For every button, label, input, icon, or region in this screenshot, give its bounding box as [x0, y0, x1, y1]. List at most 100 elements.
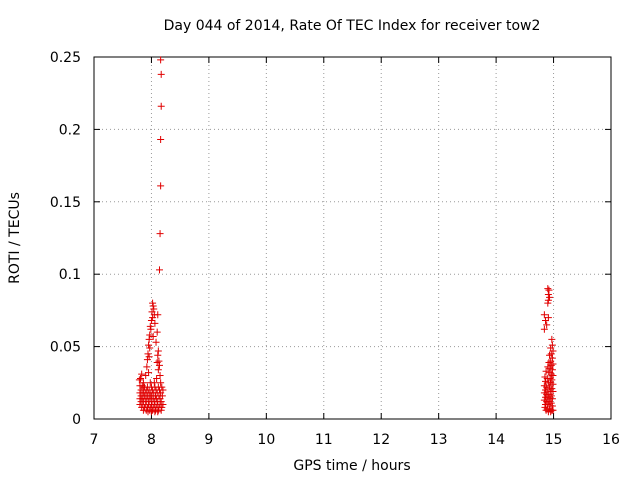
data-point-0-32: [155, 361, 163, 369]
chart-title: Day 044 of 2014, Rate Of TEC Index for r…: [164, 18, 541, 34]
data-point-0-35: [145, 369, 153, 377]
data-point-0-102: [159, 401, 167, 409]
data-point-0-45: [157, 379, 165, 387]
data-point-0-26: [144, 350, 152, 358]
x-tick-label-9: 9: [204, 432, 213, 448]
data-point-0-69: [157, 389, 165, 397]
data-point-0-126: [544, 296, 552, 304]
data-point-0-0: [157, 56, 165, 64]
data-point-0-174: [548, 395, 556, 403]
data-point-0-127: [544, 299, 552, 307]
data-point-0-15: [151, 319, 159, 327]
data-point-0-40: [142, 372, 150, 380]
data-point-0-22: [152, 338, 160, 346]
data-point-0-21: [145, 335, 153, 343]
data-point-0-14: [147, 317, 155, 325]
data-point-0-23: [145, 341, 153, 349]
data-point-0-121: [154, 408, 162, 416]
data-point-0-137: [547, 350, 555, 358]
data-point-0-33: [143, 363, 151, 371]
data-point-0-139: [548, 354, 556, 362]
data-point-0-136: [549, 347, 557, 355]
y-tick-label-4: 0.2: [59, 122, 81, 138]
data-point-0-42: [139, 379, 147, 387]
data-point-0-123: [545, 286, 553, 294]
data-point-0-182: [548, 402, 556, 410]
data-point-0-30: [155, 357, 163, 365]
x-axis-label: GPS time / hours: [293, 458, 410, 474]
data-point-0-16: [146, 322, 154, 330]
data-point-0-117: [157, 406, 165, 414]
x-tick-label-13: 13: [430, 432, 448, 448]
data-point-0-3: [157, 136, 165, 144]
data-point-0-158: [549, 380, 557, 388]
data-point-0-13: [149, 314, 157, 322]
data-point-0-147: [542, 367, 550, 375]
x-tick-label-15: 15: [545, 432, 563, 448]
data-point-0-128: [540, 311, 548, 319]
y-tick-label-5: 0.25: [50, 50, 81, 66]
data-point-0-133: [548, 335, 556, 343]
data-point-0-27: [154, 351, 162, 359]
data-point-0-12: [154, 311, 162, 319]
data-point-0-34: [154, 366, 162, 374]
data-point-0-28: [145, 353, 153, 361]
data-point-0-93: [157, 398, 165, 406]
y-tick-label-1: 0.05: [50, 340, 81, 356]
data-point-0-155: [542, 377, 550, 385]
data-point-0-146: [548, 366, 556, 374]
data-point-0-138: [546, 351, 554, 359]
data-point-0-1: [157, 70, 165, 78]
data-point-0-154: [548, 376, 556, 384]
data-point-0-44: [150, 379, 158, 387]
grid-lines: [94, 57, 611, 419]
data-point-0-17: [147, 325, 155, 333]
x-tick-label-7: 7: [90, 432, 99, 448]
y-axis-label: ROTI / TECUs: [7, 192, 23, 284]
data-point-0-6: [155, 266, 163, 274]
x-tick-label-8: 8: [147, 432, 156, 448]
data-point-0-142: [549, 360, 557, 368]
x-tick-label-12: 12: [372, 432, 390, 448]
data-point-0-166: [549, 387, 557, 395]
data-point-0-129: [544, 314, 552, 322]
data-point-0-19: [146, 331, 154, 339]
data-point-0-162: [548, 385, 556, 393]
plot-frame: [93, 56, 612, 420]
data-point-0-24: [146, 344, 154, 352]
x-tick-label-16: 16: [602, 432, 620, 448]
x-tick-label-10: 10: [257, 432, 275, 448]
data-point-0-149: [547, 370, 555, 378]
data-point-0-7: [149, 299, 157, 307]
y-tick-label-3: 0.15: [50, 195, 81, 211]
data-point-0-125: [546, 293, 554, 301]
data-point-0-5: [156, 230, 164, 238]
y-tick-label-0: 0: [72, 412, 81, 428]
data-point-0-134: [548, 341, 556, 349]
data-point-0-153: [546, 374, 554, 382]
data-points: [135, 56, 557, 416]
data-point-0-110: [158, 403, 166, 411]
data-point-0-25: [154, 347, 162, 355]
y-tick-label-2: 0.1: [59, 267, 81, 283]
data-point-0-36: [138, 370, 146, 378]
data-point-0-150: [549, 372, 557, 380]
data-point-0-38: [135, 376, 143, 384]
x-tick-label-11: 11: [315, 432, 333, 448]
data-point-0-178: [547, 399, 555, 407]
y-tick-labels: 0 0.05 0.1 0.15 0.2 0.25: [50, 50, 81, 428]
data-point-0-122: [544, 285, 552, 293]
data-point-0-39: [156, 372, 164, 380]
data-point-0-20: [149, 332, 157, 340]
axis-ticks: [93, 56, 612, 420]
data-point-0-164: [544, 386, 552, 394]
data-point-0-132: [540, 325, 548, 333]
data-point-0-130: [542, 317, 550, 325]
data-point-0-2: [157, 102, 165, 110]
data-point-0-170: [547, 392, 555, 400]
data-point-0-143: [547, 361, 555, 369]
data-point-0-9: [150, 305, 158, 313]
data-point-0-37: [137, 374, 145, 382]
data-point-0-41: [153, 374, 161, 382]
